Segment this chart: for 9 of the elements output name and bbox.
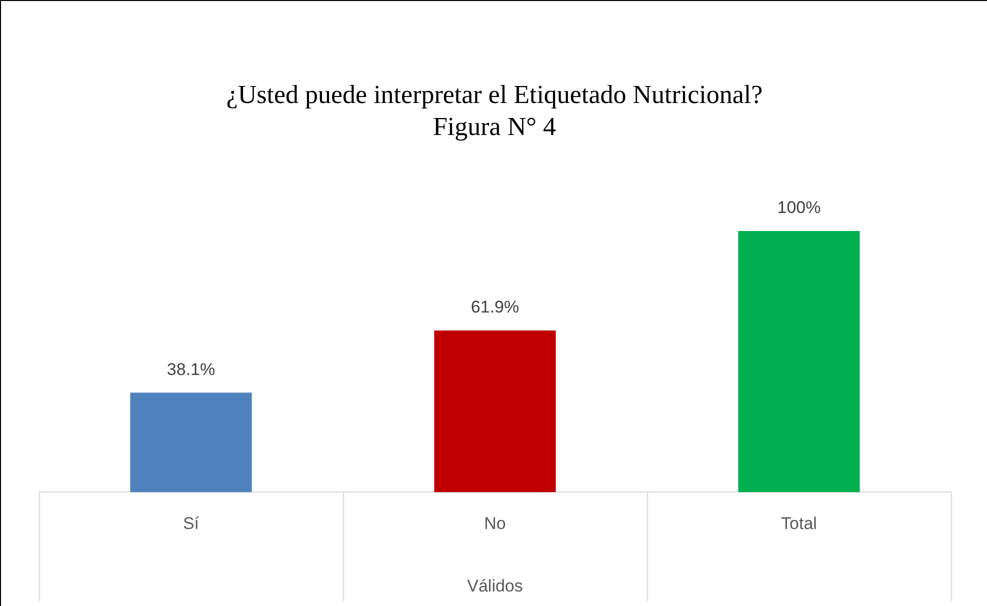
x-tick-label: Total (781, 514, 817, 534)
x-tick-label: Sí (182, 514, 200, 534)
chart-title: ¿Usted puede interpretar el Etiquetado Nutricional? (225, 79, 764, 111)
data-label: 100% (777, 198, 821, 218)
data-label: 38.1% (166, 360, 216, 379)
x-tick-label: No (484, 514, 506, 534)
chart-subtitle: Figura N° 4 (432, 111, 558, 143)
x-axis-title: Válidos (467, 576, 523, 596)
data-label: 61.9% (470, 298, 520, 317)
